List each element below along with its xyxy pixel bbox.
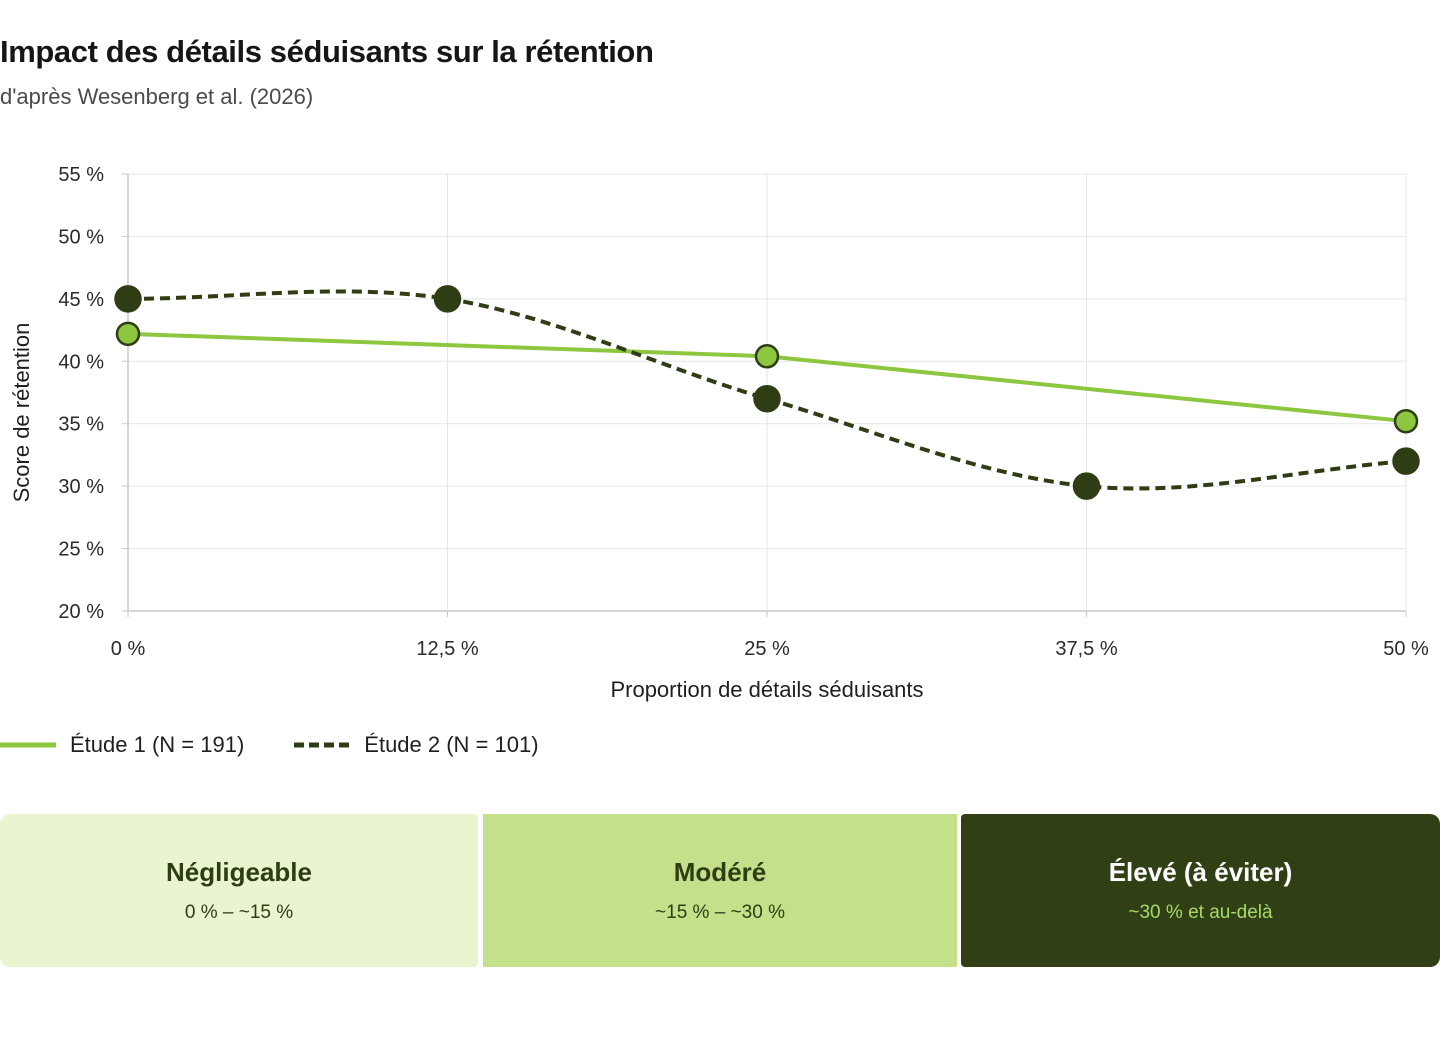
band-moderate: Modéré ~15 % – ~30 % (483, 814, 957, 967)
chart-title: Impact des détails séduisants sur la rét… (0, 34, 654, 69)
band-negligible-title: Négligeable (166, 857, 312, 887)
x-tick-label: 37,5 % (1055, 638, 1117, 660)
band-moderate-range: ~15 % – ~30 % (655, 902, 785, 923)
band-moderate-title: Modéré (673, 857, 767, 887)
y-tick-label: 25 % (58, 539, 104, 561)
x-axis-label: Proportion de détails séduisants (610, 677, 923, 702)
y-tick-label: 30 % (58, 476, 104, 498)
x-tick-label: 50 % (1383, 638, 1429, 660)
data-point-study2 (1072, 472, 1101, 500)
data-point-study2 (433, 285, 462, 313)
x-tick-label: 12,5 % (416, 638, 478, 660)
legend-label-study1: Étude 1 (N = 191) (70, 732, 245, 757)
data-point-study1 (754, 344, 780, 369)
y-tick-label: 55 % (58, 164, 104, 186)
y-tick-label: 45 % (58, 289, 104, 311)
retention-line-chart: 20 % 25 % 30 % 35 % 40 % 45 % 50 % 55 % 0 % 12,5 … (9, 164, 1429, 702)
legend-swatch-dashed-line (294, 742, 351, 748)
band-negligible-range: 0 % – ~15 % (184, 902, 294, 923)
legend-item-study1: Étude 1 (N = 191) (0, 732, 244, 758)
data-point-study2 (114, 285, 142, 313)
x-tick-label: 25 % (744, 638, 790, 660)
series-line-study2 (127, 289, 1407, 491)
legend-swatch-solid-line (0, 742, 56, 748)
x-tick-label: 0 % (111, 638, 146, 660)
y-tick-label: 40 % (58, 351, 104, 373)
data-point-study1 (115, 321, 141, 347)
band-high-title: Élevé (à éviter) (1108, 857, 1293, 887)
data-point-study2 (753, 384, 781, 413)
data-point-study1 (1393, 408, 1419, 434)
band-high: Élevé (à éviter) ~30 % et au-delà (961, 814, 1440, 967)
y-tick-label: 20 % (58, 601, 104, 623)
y-tick-label: 50 % (58, 226, 104, 248)
band-high-range: ~30 % et au-delà (1128, 902, 1273, 923)
legend-item-study2: Étude 2 (N = 101) (294, 732, 539, 758)
chart-subtitle: d'après Wesenberg et al. (2026) (0, 84, 314, 109)
axes: 20 % 25 % 30 % 35 % 40 % 45 % 50 % 55 % 0 % 12,5 … (58, 164, 1429, 660)
legend-label-study2: Étude 2 (N = 101) (364, 732, 539, 757)
data-point-study2 (1392, 447, 1420, 475)
chart-legend: Étude 1 (N = 191) Étude 2 (N = 101) (0, 732, 589, 758)
data-points (114, 285, 1420, 500)
band-negligible: Négligeable 0 % – ~15 % (0, 814, 478, 967)
y-tick-label: 35 % (58, 414, 104, 436)
impact-bands: Négligeable 0 % – ~15 % Modéré ~15 % – ~… (0, 814, 1440, 967)
y-axis-label: Score de rétention (9, 323, 34, 503)
